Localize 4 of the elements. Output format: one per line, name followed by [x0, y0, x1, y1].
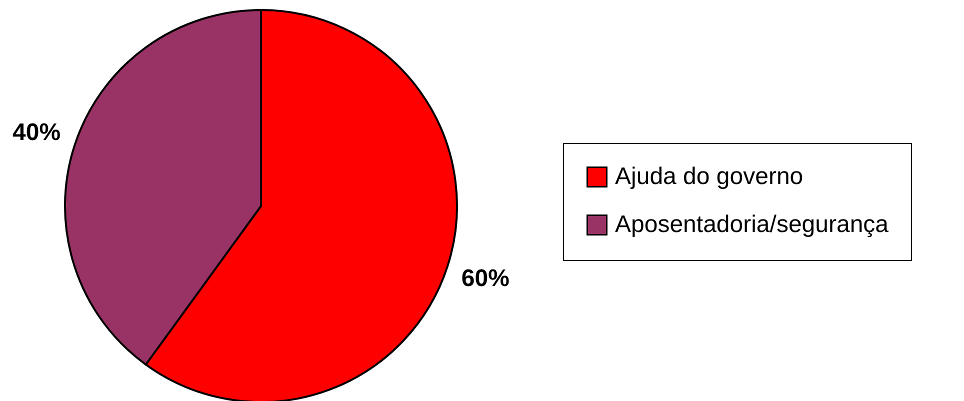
legend-label: Aposentadoria/segurança: [615, 211, 890, 238]
legend-label: Ajuda do governo: [615, 163, 804, 190]
data-label: 40%: [12, 119, 61, 146]
data-label: 60%: [461, 264, 510, 292]
